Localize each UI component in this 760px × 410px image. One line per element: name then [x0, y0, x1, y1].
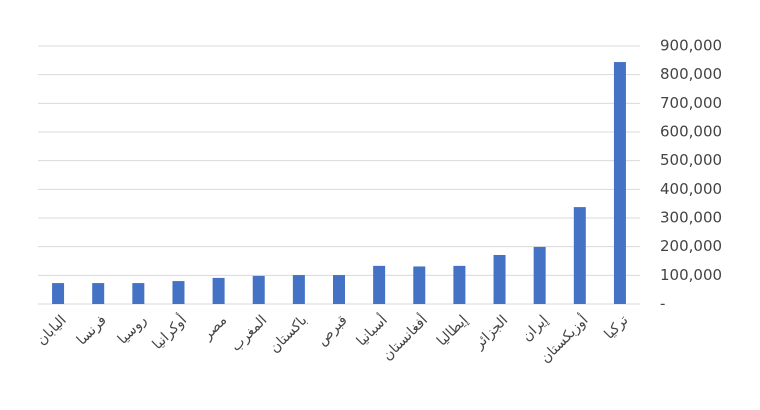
bar — [373, 265, 386, 304]
bar — [52, 283, 65, 304]
bar — [493, 254, 506, 304]
x-tick-label: روسيا — [115, 312, 150, 347]
x-tick-label: قبرص — [314, 312, 350, 348]
x-tick-label: تركيا — [601, 312, 631, 342]
x-tick-label: فرنسا — [74, 312, 110, 348]
bar — [92, 283, 105, 304]
x-tick-label: إيران — [519, 312, 551, 344]
bar — [413, 266, 426, 304]
y-tick-label: 300,000 — [660, 209, 722, 227]
x-tick-label: المغرب — [228, 312, 270, 354]
y-tick-label: 900,000 — [660, 37, 722, 55]
y-tick-label: - — [660, 295, 665, 313]
bar — [212, 277, 225, 304]
x-tick-label: باكستان — [267, 312, 311, 356]
y-tick-label: 500,000 — [660, 151, 722, 169]
y-tick-label: 200,000 — [660, 237, 722, 255]
bar — [132, 283, 145, 304]
y-tick-label: 800,000 — [660, 65, 722, 83]
bar — [252, 275, 265, 304]
x-tick-label: أوكرانيا — [148, 311, 190, 353]
bar — [172, 281, 185, 304]
bar — [573, 207, 586, 304]
bar — [292, 275, 305, 304]
bar — [533, 246, 546, 304]
y-tick-label: 100,000 — [660, 266, 722, 284]
x-tick-label: إيطاليا — [434, 312, 471, 349]
x-tick-label: اليابان — [34, 312, 70, 348]
x-tick-label: مصر — [199, 312, 230, 343]
x-tick-label: أسبانيا — [352, 311, 391, 350]
y-tick-label: 700,000 — [660, 94, 722, 112]
x-tick-label: أفغانستان — [378, 311, 431, 364]
bar — [333, 275, 345, 304]
bar — [613, 62, 626, 305]
y-tick-label: 600,000 — [660, 123, 722, 141]
x-tick-label: الجزائر — [471, 312, 512, 353]
y-tick-label: 400,000 — [660, 180, 722, 198]
bar — [453, 265, 466, 304]
